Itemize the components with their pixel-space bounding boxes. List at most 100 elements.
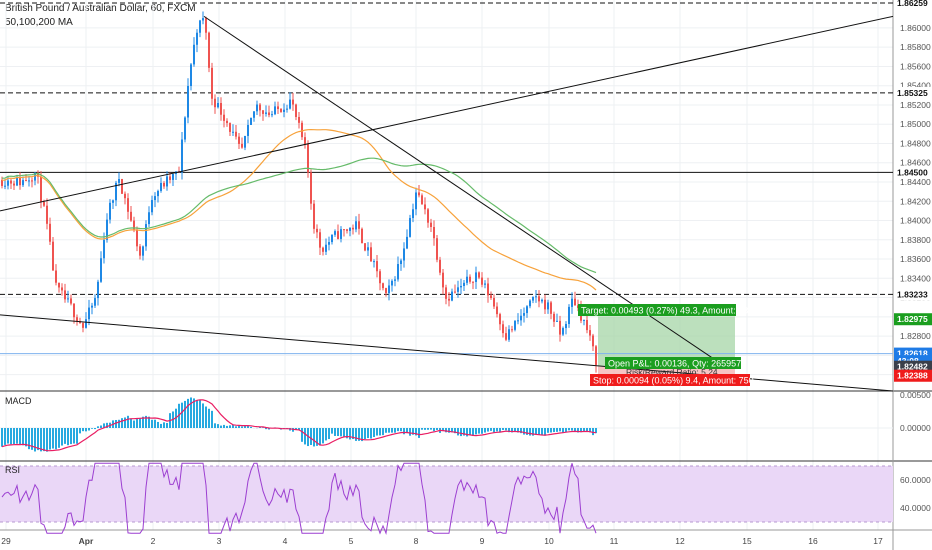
candle-body (289, 99, 291, 109)
macd-bar (97, 426, 99, 428)
macd-bar (499, 428, 501, 433)
macd-bar (79, 428, 81, 434)
candle-body (496, 306, 498, 315)
candle (469, 274, 471, 284)
level-tag-bg (894, 166, 932, 179)
price-tag-stop-text: 1.82388 (897, 371, 928, 381)
candle-body (304, 137, 306, 145)
macd-bar (505, 428, 507, 431)
candle-body (31, 180, 33, 182)
time-tick-label: 16 (808, 536, 818, 546)
macd-bar (43, 428, 45, 452)
macd-bar (205, 406, 207, 428)
macd-bar (469, 428, 471, 436)
candle (490, 291, 492, 300)
candle (556, 313, 558, 322)
candle (130, 205, 132, 222)
candle (223, 109, 225, 128)
candle-body (469, 276, 471, 282)
level-tag: 1.86259 (894, 0, 932, 9)
time-tick-label: 17 (873, 536, 883, 546)
candle (217, 97, 219, 109)
candle (148, 206, 150, 227)
macd-bar (502, 428, 504, 430)
candle (406, 229, 408, 250)
candle (499, 312, 501, 331)
candle (244, 135, 246, 151)
candle-body (424, 204, 426, 210)
macd-bar (136, 419, 138, 428)
candle-body (61, 287, 63, 291)
macd-bar (574, 428, 576, 432)
candle-body (463, 282, 465, 286)
price-tag-target-bg (894, 313, 932, 326)
candle (520, 309, 522, 326)
candle (388, 279, 390, 301)
candle-body (145, 224, 147, 247)
candle-body (481, 277, 483, 285)
candle (142, 245, 144, 261)
chart-title: British Pound / Australian Dollar, 60, F… (5, 3, 196, 14)
candle (22, 176, 24, 187)
price-tag-current-text: 1.82482 (897, 362, 928, 372)
candle-body (385, 288, 387, 294)
macd-bar (334, 428, 336, 436)
candle (307, 140, 309, 178)
macd-bar (481, 428, 483, 434)
candle (67, 290, 69, 303)
candle (394, 276, 396, 287)
candle-body (502, 324, 504, 334)
candle (304, 132, 306, 149)
candle-body (100, 258, 102, 282)
candle-body (403, 248, 405, 261)
candle-body (226, 120, 228, 124)
macd-bar (151, 419, 153, 428)
candle-body (43, 202, 45, 206)
candle-body (217, 103, 219, 108)
candle-body (397, 264, 399, 280)
candle (535, 290, 537, 303)
macd-bar (199, 399, 201, 428)
macd-bar (436, 428, 438, 431)
macd-bar (487, 428, 489, 432)
level-tag: 1.83233 (894, 288, 932, 301)
macd-bar (376, 428, 378, 436)
candle (58, 282, 60, 293)
candle (52, 236, 54, 271)
macd-bar (583, 428, 585, 432)
level-tag-text: 1.84500 (897, 167, 928, 177)
candle-body (211, 67, 213, 99)
candle (484, 280, 486, 289)
candle (118, 172, 120, 187)
macd-bar (559, 428, 561, 432)
candle (349, 227, 351, 237)
candle (91, 302, 93, 315)
macd-bar (82, 428, 84, 432)
candle-body (112, 200, 114, 203)
macd-bar (154, 419, 156, 428)
candle-body (448, 298, 450, 301)
candle-body (55, 270, 57, 283)
candle-body (244, 135, 246, 148)
candle (466, 269, 468, 286)
candle (19, 172, 21, 190)
candle (532, 296, 534, 304)
macd-bar (589, 428, 591, 433)
candle (595, 344, 597, 373)
macd-bar (133, 420, 135, 428)
candle (121, 178, 123, 195)
macd-bar (427, 428, 429, 430)
price-tick-label: 1.85000 (900, 119, 931, 129)
macd-bar (565, 428, 567, 433)
candle (334, 229, 336, 237)
candle-body (433, 227, 435, 239)
level-tag-text: 1.83233 (897, 289, 928, 299)
macd-bar (526, 428, 528, 435)
candle (568, 304, 570, 328)
candle-body (184, 117, 186, 140)
target-label: Target: 0.00493 (0.27%) 49.3, Amount: 23… (578, 304, 770, 316)
candle (472, 281, 474, 290)
macd-bar (31, 428, 33, 450)
candle (337, 224, 339, 240)
